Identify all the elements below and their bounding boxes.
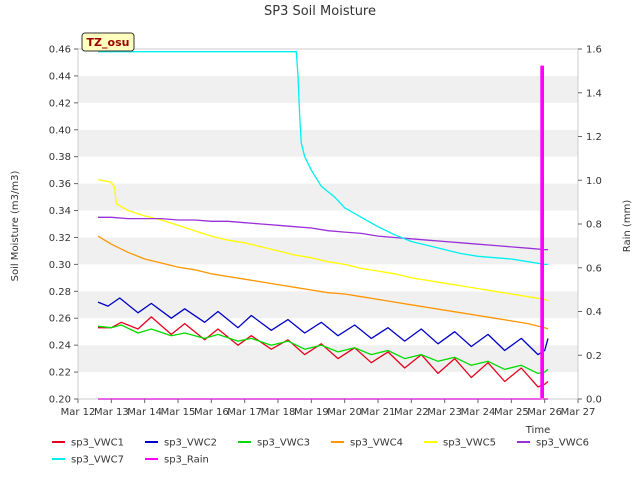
y2-tick-label: 1.6 [586,45,602,56]
series-line-sp3_VWC7 [98,51,548,266]
station-badge-box [81,32,135,52]
y-tick-label: 0.42 [49,98,71,109]
x-tick-label: Mar 22 [394,407,429,418]
legend-label: sp3_VWC1 [71,438,124,449]
x-tick-label: Mar 25 [494,407,529,418]
legend-label: sp3_VWC3 [257,438,310,449]
legend-label: sp3_VWC7 [71,455,124,466]
station-badge: TZ_osu [81,32,135,52]
y-tick-label: 0.34 [49,206,71,217]
x-tick-label: Mar 26 [527,407,562,418]
y-tick-label: 0.24 [49,341,71,352]
y2-tick-label: 0.8 [586,220,602,231]
x-tick-label: Mar 19 [294,407,329,418]
y2-tick-label: 1.4 [586,88,602,99]
series-line-sp3_VWC6 [98,216,548,251]
y2-tick-label: 1.0 [586,176,602,187]
x-tick-label: Mar 18 [261,407,296,418]
x-tick-label: Mar 14 [127,407,162,418]
y-tick-label: 0.28 [49,287,71,298]
y-axis-label: Soil Moisture (m3/m3) [10,171,21,282]
legend-item: sp3_VWC6 [517,438,589,449]
x-tick-label: Mar 23 [427,407,462,418]
grid-band [78,318,578,346]
y-tick-label: 0.38 [49,152,71,163]
grid-band [78,372,578,399]
station-badge-label: TZ_osu [87,36,130,49]
legend: sp3_VWC1 sp3_VWC2 sp3_VWC3 sp3_VWC4 sp3_VWC5… [52,438,589,466]
series-line-sp3_VWC3 [97,324,549,375]
legend-item: sp3_VWC4 [331,438,403,449]
grid-band [78,237,578,265]
y-tick-label: 0.20 [49,395,71,406]
legend-label: sp3_Rain [164,455,209,466]
y-tick-label: 0.30 [49,260,71,271]
series-line-sp3_VWC1 [98,316,549,388]
y-tick-label: 0.40 [49,125,71,136]
legend-label: sp3_VWC2 [164,438,217,449]
x-tick-label: Mar 16 [194,407,229,418]
y-tick-label: 0.46 [49,45,71,56]
grid-band [78,102,578,130]
chart-title: SP3 Soil Moisture [264,4,376,19]
y2-axis-label: Rain (mm) [622,200,633,253]
x-tick-label: Mar 13 [94,407,129,418]
y2-tick-label: 0.6 [586,263,602,274]
grid-bands [78,49,578,399]
legend-item: sp3_VWC2 [145,438,217,449]
legend-label: sp3_VWC6 [536,438,589,449]
x-tick-label: Mar 17 [227,407,262,418]
y2-tick-label: 0.0 [586,395,602,406]
legend-item: sp3_VWC1 [52,438,124,449]
legend-item: sp3_VWC5 [424,438,496,449]
series-line-sp3_VWC2 [97,297,549,356]
x-tick-label: Mar 12 [61,407,96,418]
grid-band [78,210,578,238]
x-axis-label: Time [525,425,550,436]
series-line-sp3_VWC4 [97,235,549,330]
y-tick-label: 0.44 [49,71,71,82]
legend-label: sp3_VWC5 [443,438,496,449]
x-tick-label: Mar 21 [361,407,396,418]
grid-band [78,75,578,103]
y2-tick-label: 0.2 [586,351,602,362]
y-tick-label: 0.26 [49,314,71,325]
legend-item: sp3_VWC3 [238,438,310,449]
grid-band [78,183,578,211]
grid-band [78,264,578,292]
y2-tick-label: 0.4 [586,307,602,318]
y2-tick-label: 1.2 [586,132,602,143]
grid-band [78,129,578,157]
y-tick-label: 0.22 [49,368,71,379]
series-line-sp3_VWC5 [97,178,549,302]
legend-label: sp3_VWC4 [350,438,403,449]
grid-band [78,49,578,76]
x-tick-label: Mar 24 [461,407,496,418]
legend-item: sp3_Rain [145,455,209,466]
x-tick-label: Mar 20 [327,407,362,418]
y-tick-label: 0.32 [49,233,71,244]
legend-item: sp3_VWC7 [52,455,124,466]
y-tick-label: 0.36 [49,179,71,190]
grid-band [78,156,578,184]
x-tick-label: Mar 27 [561,407,596,418]
grid-band [78,291,578,319]
x-tick-label: Mar 15 [161,407,196,418]
